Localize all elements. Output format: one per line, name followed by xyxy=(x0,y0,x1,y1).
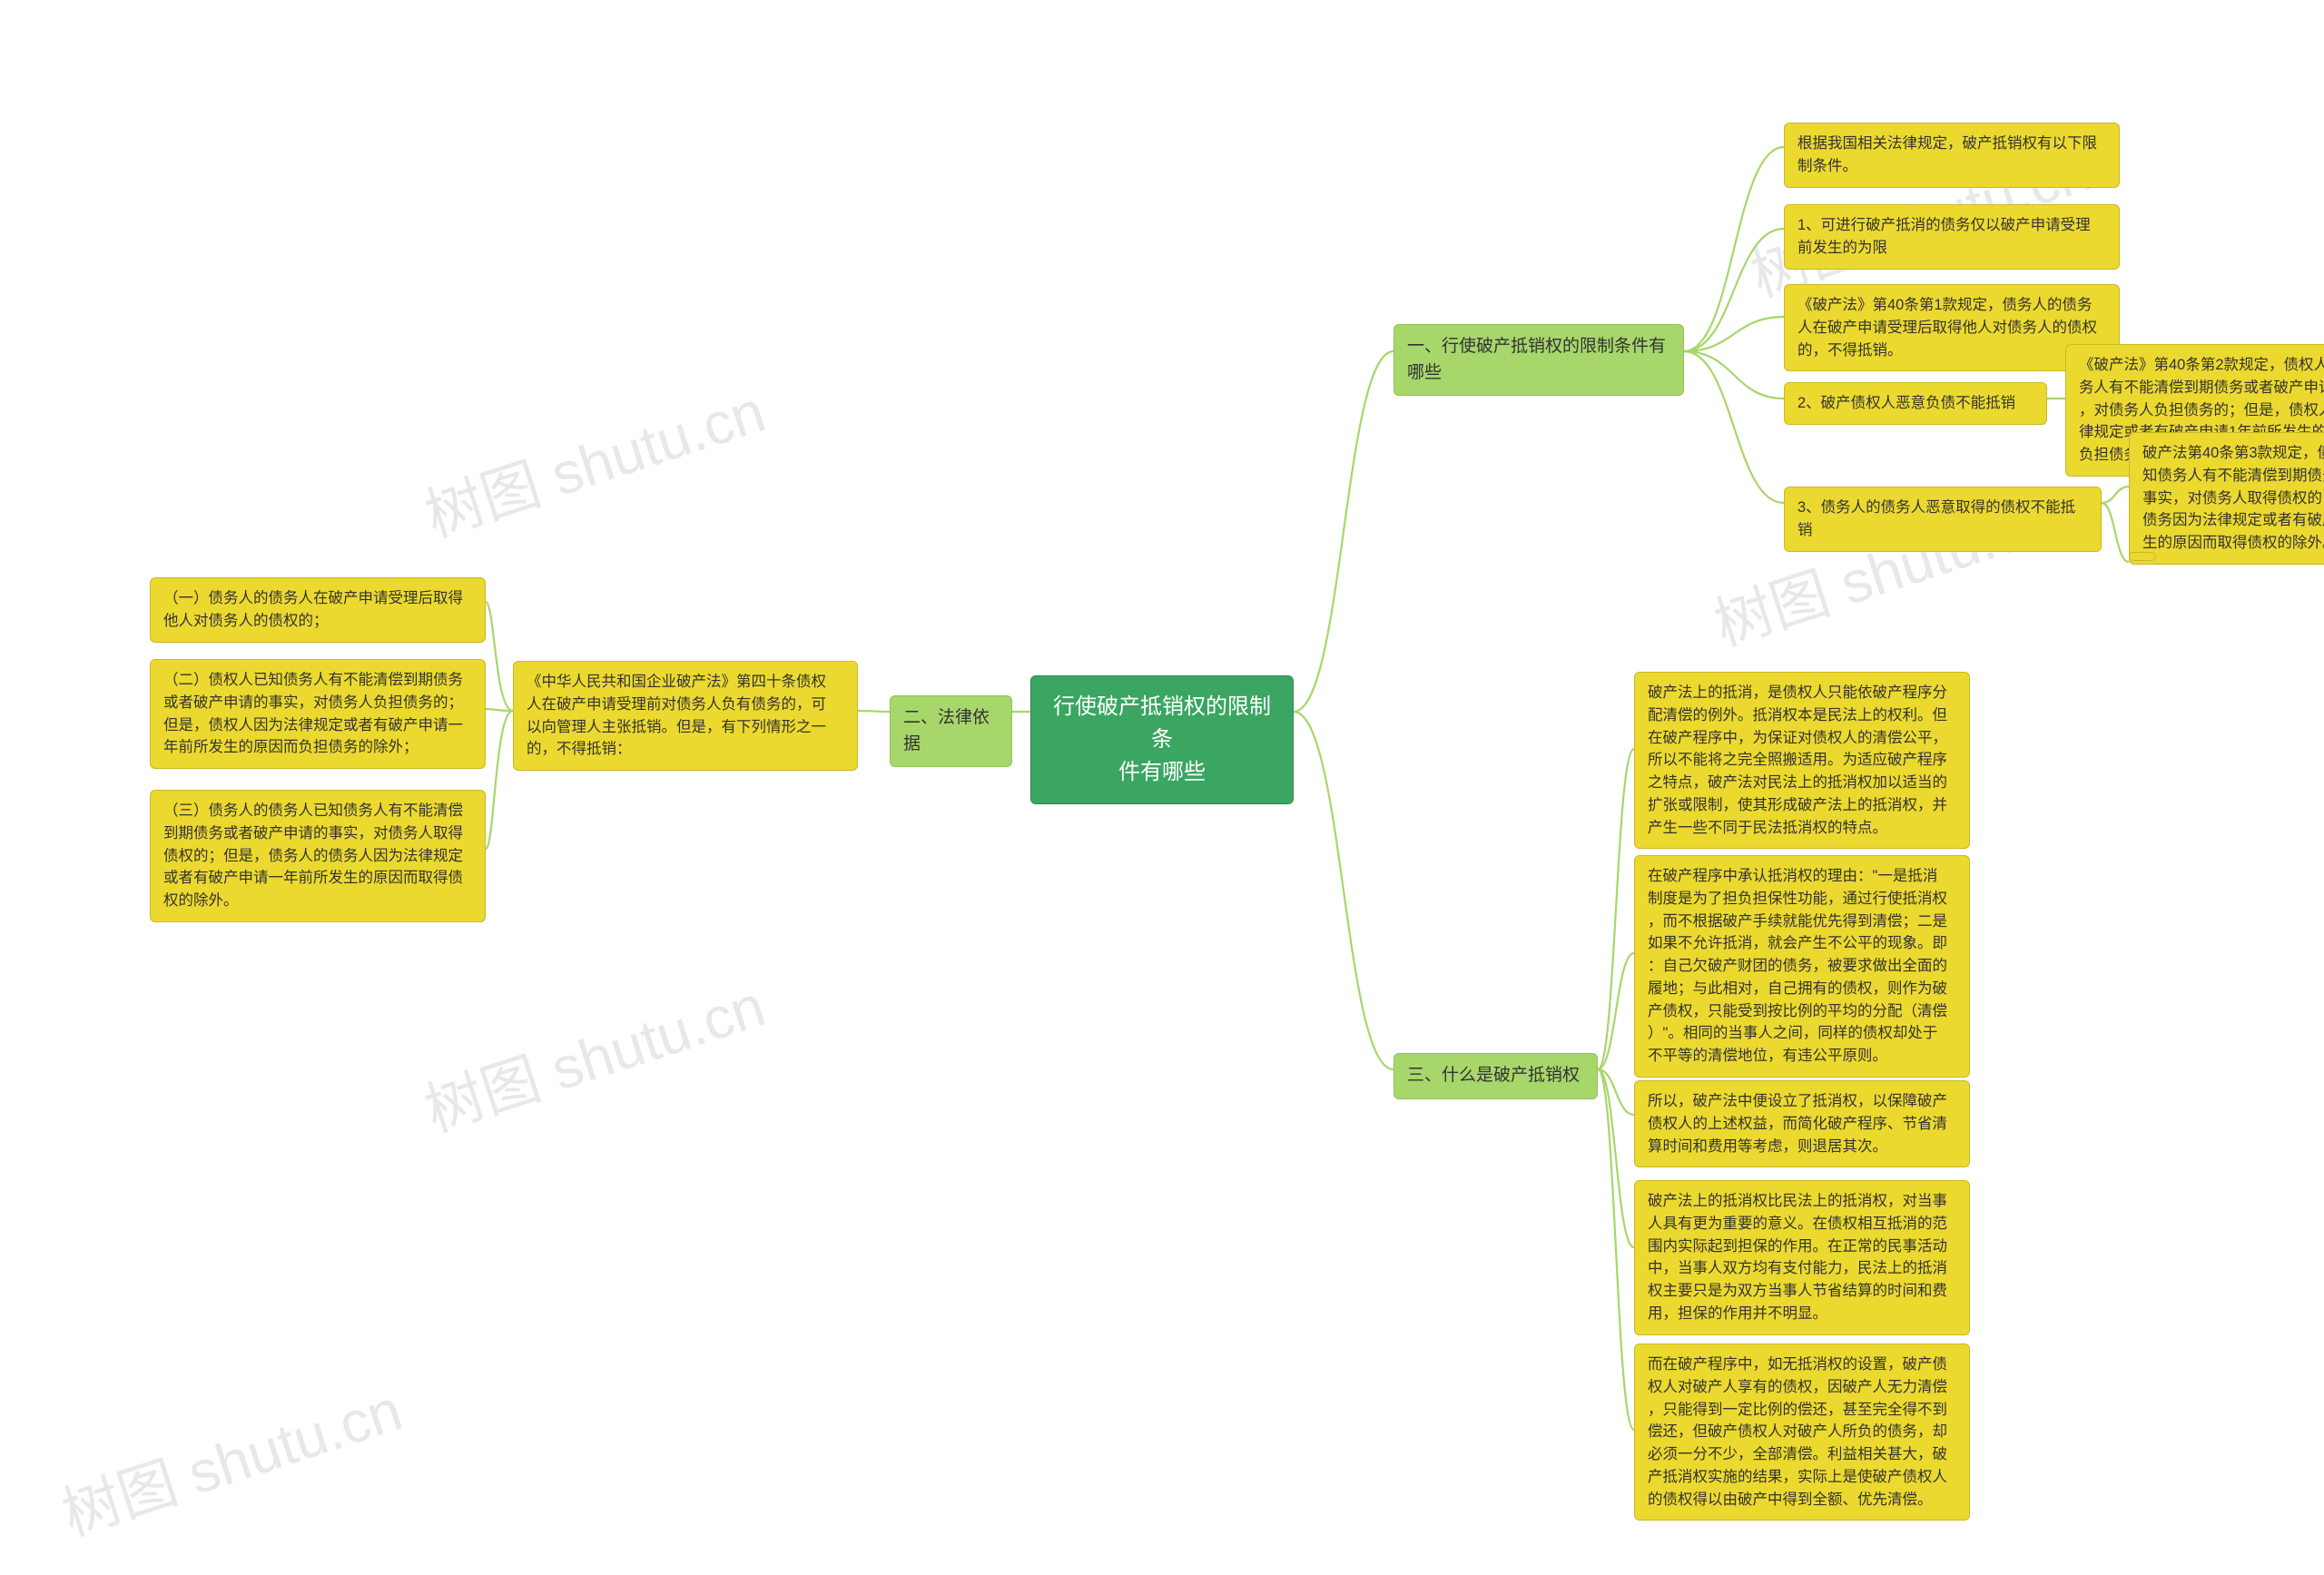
branch-2-sub-2[interactable]: （二）债权人已知债务人有不能清偿到期债务 或者破产申请的事实，对债务人负担债务的… xyxy=(150,659,486,769)
branch-3[interactable]: 三、什么是破产抵销权 xyxy=(1393,1053,1598,1099)
branch-1-leaf-2[interactable]: 1、可进行破产抵消的债务仅以破产申请受理 前发生的为限 xyxy=(1784,204,2120,270)
branch-1-leaf-5-sub[interactable]: 破产法第40条第3款规定，债务人的债务人已 知债务人有不能清偿到期债务或者破产申… xyxy=(2129,432,2324,565)
branch-1-leaf-5-extra[interactable] xyxy=(2129,552,2156,561)
watermark: 树图 shutu.cn xyxy=(50,1363,410,1551)
branch-2-leaf-1[interactable]: 《中华人民共和国企业破产法》第四十条债权 人在破产申请受理前对债务人负有债务的，… xyxy=(513,661,858,771)
watermark: 树图 shutu.cn xyxy=(413,960,773,1147)
branch-1-leaf-4[interactable]: 2、破产债权人恶意负债不能抵销 xyxy=(1784,382,2047,425)
branch-2-sub-1[interactable]: （一）债务人的债务人在破产申请受理后取得 他人对债务人的债权的； xyxy=(150,577,486,643)
branch-3-leaf-3[interactable]: 所以，破产法中便设立了抵消权，以保障破产 债权人的上述权益，而简化破产程序、节省… xyxy=(1634,1080,1970,1167)
branch-1-leaf-5[interactable]: 3、债务人的债务人恶意取得的债权不能抵销 xyxy=(1784,487,2102,552)
branch-3-leaf-2[interactable]: 在破产程序中承认抵消权的理由："一是抵消 制度是为了担负担保性功能，通过行使抵消… xyxy=(1634,855,1970,1078)
branch-1[interactable]: 一、行使破产抵销权的限制条件有 哪些 xyxy=(1393,324,1684,396)
branch-3-leaf-5[interactable]: 而在破产程序中，如无抵消权的设置，破产债 权人对破产人享有的债权，因破产人无力清… xyxy=(1634,1344,1970,1521)
watermark: 树图 shutu.cn xyxy=(413,365,773,553)
branch-2[interactable]: 二、法律依据 xyxy=(890,695,1012,767)
branch-3-leaf-4[interactable]: 破产法上的抵消权比民法上的抵消权，对当事 人具有更为重要的意义。在债权相互抵消的… xyxy=(1634,1180,1970,1335)
branch-1-leaf-1[interactable]: 根据我国相关法律规定，破产抵销权有以下限 制条件。 xyxy=(1784,123,2120,188)
root-node[interactable]: 行使破产抵销权的限制条 件有哪些 xyxy=(1030,675,1294,804)
branch-3-leaf-1[interactable]: 破产法上的抵消，是债权人只能依破产程序分 配清偿的例外。抵消权本是民法上的权利。… xyxy=(1634,672,1970,849)
branch-2-sub-3[interactable]: （三）债务人的债务人已知债务人有不能清偿 到期债务或者破产申请的事实，对债务人取… xyxy=(150,790,486,922)
